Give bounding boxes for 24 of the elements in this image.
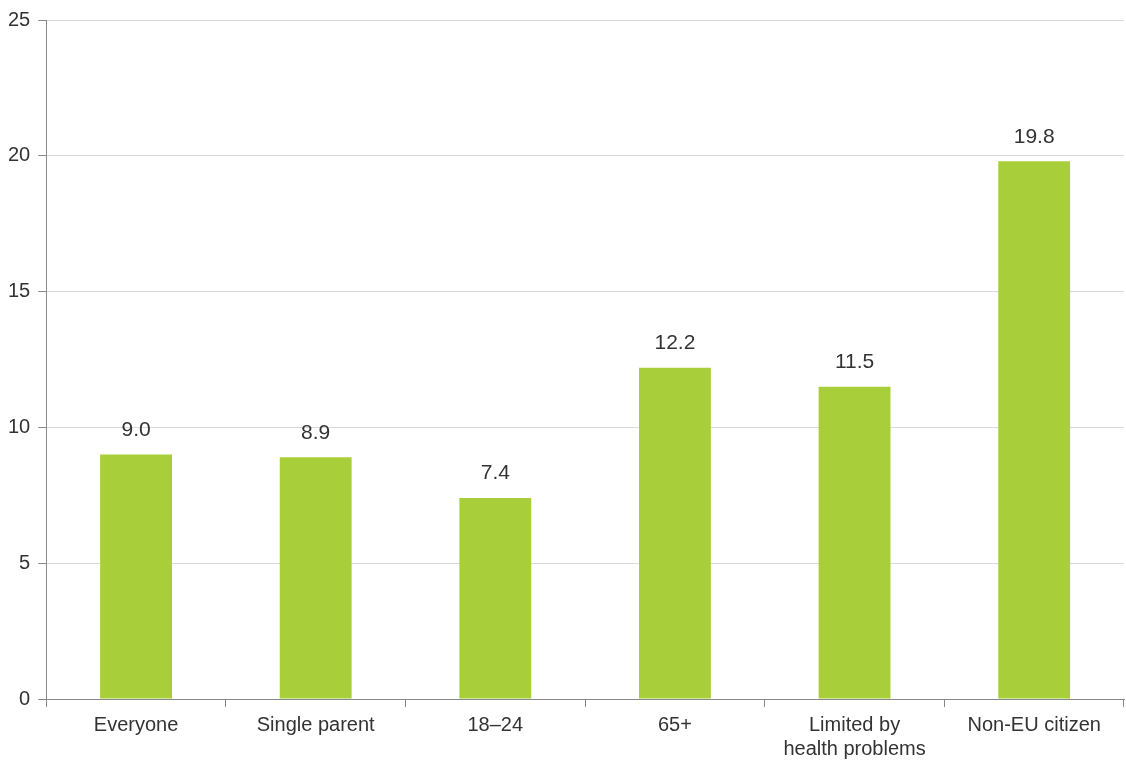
x-tick-label: Non-EU citizen xyxy=(967,712,1101,735)
bar xyxy=(459,498,532,699)
x-tick-label: Everyone xyxy=(93,712,179,735)
y-tick-label: 20 xyxy=(8,143,31,166)
data-label: 8.9 xyxy=(301,419,331,443)
bar xyxy=(818,386,891,699)
x-tick-label: Single parent xyxy=(256,712,376,735)
data-label: 9.0 xyxy=(121,416,151,440)
y-tick-label: 25 xyxy=(8,7,31,30)
y-tick-label: 0 xyxy=(19,686,31,709)
y-tick-label: 5 xyxy=(19,550,31,573)
x-tick-label: Limited by health problems xyxy=(783,712,926,759)
data-label: 19.8 xyxy=(1013,123,1055,147)
x-tick-label: 18–24 xyxy=(467,712,524,735)
y-tick-label: 15 xyxy=(8,279,31,302)
data-label: 11.5 xyxy=(834,348,875,372)
x-tick-label: 65+ xyxy=(657,712,692,735)
data-label: 7.4 xyxy=(480,460,511,484)
bar xyxy=(639,367,711,699)
bar xyxy=(279,457,352,699)
data-label: 12.2 xyxy=(654,329,696,353)
bar xyxy=(100,454,172,699)
bar xyxy=(998,161,1071,699)
y-tick-label: 10 xyxy=(8,414,31,437)
